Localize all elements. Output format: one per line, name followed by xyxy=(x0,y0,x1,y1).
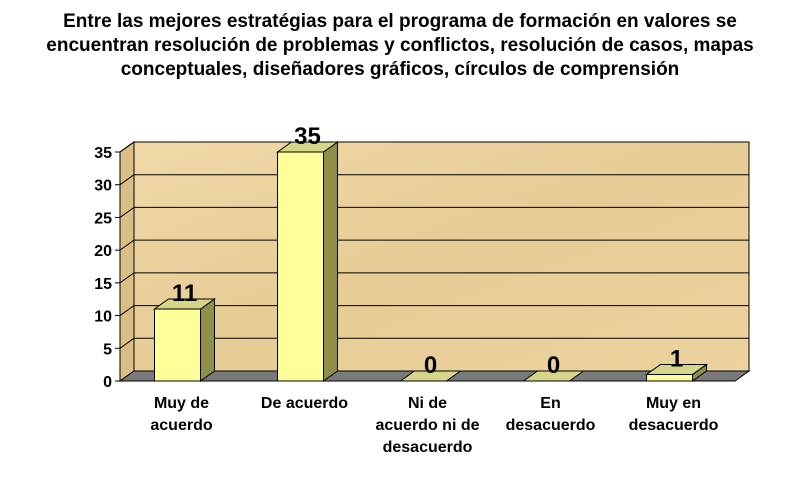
x-tick-label-3: Ni de acuerdo ni de desacuerdo xyxy=(375,395,479,456)
chart-title: Entre las mejores estratégias para el pr… xyxy=(46,11,754,80)
gridline-side xyxy=(119,337,135,349)
data-label-2: 35 xyxy=(294,123,321,150)
data-label-5: 1 xyxy=(670,345,683,372)
bar-top xyxy=(275,141,340,153)
x-tick-label-line: Muy de xyxy=(154,395,209,412)
bar-4 xyxy=(521,370,586,382)
y-tick-label: 15 xyxy=(94,276,112,293)
x-tick-label-2: De acuerdo xyxy=(261,395,348,412)
x-tick-label-line: acuerdo ni de xyxy=(375,417,479,434)
x-tick-label-line: acuerdo xyxy=(150,417,212,434)
bar-top xyxy=(152,298,217,310)
bar-5 xyxy=(644,363,709,382)
x-tick-label-1: Muy de acuerdo xyxy=(150,395,212,434)
y-tick-label: 35 xyxy=(94,145,112,162)
data-label-4: 0 xyxy=(547,352,560,379)
bar-side xyxy=(323,141,338,382)
bar-3 xyxy=(398,370,463,382)
bar-front xyxy=(646,373,693,382)
gridline-side xyxy=(119,141,135,153)
gridline-side xyxy=(119,272,135,284)
gridlines xyxy=(119,141,749,349)
data-label-3: 0 xyxy=(424,352,437,379)
bar-1 xyxy=(152,298,217,382)
x-tick-label-line: desacuerdo xyxy=(629,417,719,434)
bar-front xyxy=(154,308,201,382)
bar-2 xyxy=(275,141,340,382)
bar-side xyxy=(200,298,215,382)
y-tick-label: 20 xyxy=(94,243,112,260)
y-tick-label: 25 xyxy=(94,210,112,227)
x-tick-label-4: En desacuerdo xyxy=(506,395,596,434)
plot-back-wall xyxy=(133,141,750,372)
y-tick-label: 10 xyxy=(94,309,112,326)
x-tick-label-5: Muy en desacuerdo xyxy=(629,395,719,434)
bar-top xyxy=(521,370,586,382)
x-tick-label-line: De acuerdo xyxy=(261,395,348,412)
bar-front xyxy=(277,151,324,382)
gridline-side xyxy=(119,174,135,186)
bar-top xyxy=(398,370,463,382)
x-tick-label-line: Muy en xyxy=(646,395,701,412)
data-label-1: 11 xyxy=(172,280,197,307)
x-tick-label-line: desacuerdo xyxy=(506,417,596,434)
x-tick-label-line: Ni de xyxy=(408,395,447,412)
bar-top xyxy=(644,363,709,375)
y-tick-label: 5 xyxy=(103,341,112,358)
gridline-side xyxy=(119,207,135,218)
gridline-side xyxy=(119,239,135,251)
x-tick-label-line: desacuerdo xyxy=(383,439,473,456)
y-tick-label: 0 xyxy=(103,374,112,391)
plot-side-wall xyxy=(119,141,135,382)
gridline-side xyxy=(119,305,135,316)
y-tick-label: 30 xyxy=(94,178,112,195)
x-tick-label-line: En xyxy=(540,395,560,412)
bars xyxy=(152,141,709,382)
